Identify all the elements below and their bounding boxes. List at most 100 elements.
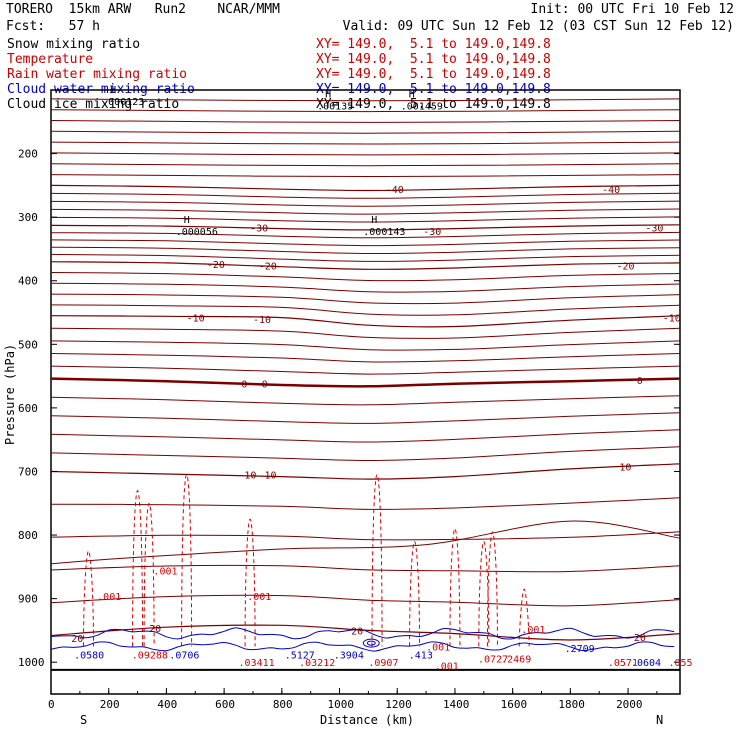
temperature-label: -20: [207, 260, 225, 271]
isotherm-minor: [50, 174, 681, 178]
x-tick-label: 200: [100, 698, 120, 711]
rain-contour: [181, 474, 193, 647]
temperature-label: 20: [71, 634, 83, 645]
isotherm-minor: [50, 120, 681, 123]
y-tick-label: 400: [18, 275, 38, 288]
max-marker-letter: H: [325, 90, 331, 101]
isotherm-minor: [50, 192, 681, 199]
rain-label: .001: [153, 567, 177, 578]
y-axis-label: Pressure (hPa): [3, 344, 17, 445]
y-tick-label: 1000: [18, 656, 45, 669]
temperature-label: 10: [244, 471, 256, 482]
snow-label: .03212: [299, 658, 335, 669]
isotherm--30: [50, 224, 681, 231]
north-label: N: [656, 713, 663, 727]
isotherm-minor: [50, 246, 681, 255]
cloud-water-label: .3904: [334, 651, 364, 662]
x-tick-label: 400: [157, 698, 177, 711]
snow-label: .0727: [478, 654, 508, 665]
isotherm-minor: [50, 272, 681, 282]
temperature-label: -30: [250, 223, 268, 234]
contour-labels: -40 -40 -30 -30 -30 -20 -20 -20 -10 -10 -10 0 0 0 10 10…: [71, 85, 692, 672]
isotherm-minor: [50, 231, 681, 239]
isotherm-minor: [50, 520, 681, 565]
isotherm-minor: [50, 340, 681, 351]
isotherm-minor: [50, 429, 681, 443]
isotherm-minor: [50, 98, 681, 102]
plot-frame: [50, 89, 681, 695]
temperature-label: -20: [259, 261, 277, 272]
max-marker-value: .000056: [176, 227, 218, 238]
x-tick-label: 1600: [501, 698, 528, 711]
x-tick-label: 1000: [328, 698, 355, 711]
temperature-label: -10: [187, 314, 205, 325]
snow-label: .03411: [239, 658, 275, 669]
snow-label: .055: [668, 658, 692, 669]
max-marker-value: .00135: [317, 102, 353, 113]
isotherm--20: [50, 261, 681, 270]
cloud-water-label: .0580: [74, 651, 104, 662]
cloud-water-label: .413: [409, 651, 433, 662]
isotherm-minor: [50, 208, 681, 215]
isotherm-minor: [50, 412, 681, 424]
forecast-hour: Fcst: 57 h: [6, 19, 100, 34]
x-tick-label: 1400: [443, 698, 470, 711]
x-axis-label: Distance (km): [320, 713, 414, 727]
temperature-label: 10: [265, 471, 277, 482]
temperature-label: 20: [351, 626, 363, 637]
isotherm-minor: [50, 304, 681, 316]
isotherm-minor: [50, 216, 681, 223]
snow-label: .0571: [608, 658, 638, 669]
isotherm-minor: [50, 293, 681, 305]
temperature-label: 20: [634, 633, 646, 644]
temperature-label: 20: [149, 624, 161, 635]
isotherm-minor: [50, 141, 681, 145]
rain-contour: [518, 588, 530, 647]
snow-label: .2469: [501, 654, 531, 665]
max-marker-value: .001459: [401, 102, 443, 113]
x-tick-label: 800: [273, 698, 293, 711]
y-tick-label: 300: [18, 211, 38, 224]
temperature-label: 0: [637, 376, 643, 387]
rain-label: .001: [247, 592, 271, 603]
isotherm-10: [50, 463, 681, 480]
model-title: TORERO 15km ARW Run2 NCAR/MMM: [6, 2, 280, 17]
isotherm-minor: [50, 395, 681, 406]
field-name: Cloud ice mixing ratio: [7, 97, 180, 112]
isotherm-minor: [50, 446, 681, 462]
cloud-water-label: .0706: [169, 651, 199, 662]
isotherm-minor: [50, 253, 681, 262]
axes: 0 200 400 600 800 1000 1200 1400 1600 1800 2000200…: [18, 148, 680, 711]
field-xy-range: XY= 149.0, 5.1 to 149.0,149.8: [316, 37, 551, 52]
rain-label: .001: [521, 625, 545, 636]
temperature-label: -20: [617, 261, 635, 272]
isotherm--10: [50, 315, 681, 328]
max-marker-letter: H: [184, 215, 190, 226]
rain-contour: [244, 518, 256, 647]
field-xy-range: XY= 149.0, 5.1 to 149.0,149.8: [316, 67, 551, 82]
isotherm-minor: [50, 109, 681, 113]
isotherm-0: [50, 377, 681, 388]
x-tick-label: 600: [215, 698, 235, 711]
isotherm-minor: [50, 365, 681, 375]
field-name: Snow mixing ratio: [7, 37, 141, 52]
isotherm-minor: [50, 239, 681, 247]
field-name: Temperature: [7, 52, 94, 67]
x-tick-label: 1800: [558, 698, 585, 711]
isotherm-minor: [50, 531, 681, 541]
y-tick-label: 600: [18, 402, 38, 415]
isotherm-minor: [50, 327, 681, 339]
valid-time: Valid: 09 UTC Sun 12 Feb 12 (03 CST Sun …: [342, 19, 734, 34]
south-label: S: [80, 713, 87, 727]
rain-contour: [478, 540, 490, 647]
max-marker-letter: H: [409, 90, 415, 101]
rain-label: .001: [426, 642, 450, 653]
x-tick-label: 2000: [616, 698, 643, 711]
temperature-label: -10: [663, 314, 681, 325]
rain-contour: [486, 531, 498, 647]
isotherm-minor: [50, 564, 681, 573]
cloud-water-core: [362, 638, 380, 648]
max-marker-letter: H: [371, 215, 377, 226]
temperature-label: 0: [241, 380, 247, 391]
